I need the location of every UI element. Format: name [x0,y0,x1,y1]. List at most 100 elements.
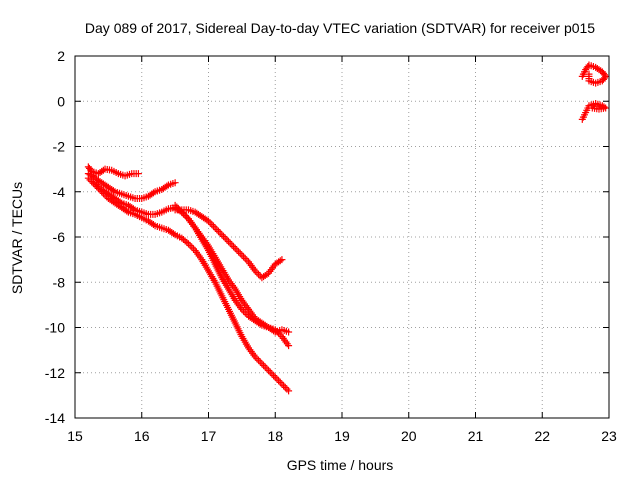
x-tick-label: 17 [201,428,217,444]
data-point [271,326,279,334]
data-point [255,356,263,364]
data-point [238,305,246,313]
data-point [225,238,233,246]
data-point [273,327,281,335]
data-point [266,368,274,376]
x-tick-label: 20 [401,428,417,444]
data-point [233,246,241,254]
data-point [236,249,244,257]
data-point [283,385,291,393]
x-tick-label: 19 [334,428,350,444]
data-point [149,189,157,197]
y-tick-label: -10 [45,320,65,336]
plot-frame [74,55,610,419]
data-point [240,253,248,261]
data-point [149,221,157,229]
data-series [171,206,286,282]
data-point [276,378,284,386]
data-point [271,373,279,381]
data-point [109,187,117,195]
data-point [238,251,246,259]
data-point [240,307,248,315]
y-tick-label: -14 [45,410,65,426]
x-tick-label: 18 [267,428,283,444]
data-point [216,229,224,237]
data-point [179,210,187,218]
data-point [258,360,266,368]
data-point [218,231,226,239]
data-point [241,254,249,262]
x-tick-label: 15 [67,428,83,444]
data-point [91,179,99,187]
data-point [278,380,286,388]
data-point [261,363,269,371]
y-tick-label: -4 [53,184,66,200]
data-point [230,243,238,251]
data-point [275,329,283,337]
data-point [588,104,596,112]
data-point [206,219,214,227]
data-point [129,205,137,213]
x-axis-label: GPS time / hours [287,457,394,473]
data-point [265,366,273,374]
data-point [281,383,289,391]
data-point [231,244,239,252]
data-point [256,358,264,366]
y-tick-label: -2 [53,139,66,155]
data-point [171,201,179,209]
data-point [134,170,142,178]
data-point [226,239,234,247]
data-point [94,182,102,190]
data-point [263,270,271,278]
x-tick-label: 21 [468,428,484,444]
data-point [260,361,268,369]
data-point [171,179,179,187]
data-point [270,372,278,380]
data-point [275,377,283,385]
x-tick-labels: 15 16 17 18 19 20 21 22 23 [67,428,617,444]
data-series [171,201,293,350]
data-points [84,61,610,395]
data-point [86,176,94,184]
data-point [223,236,231,244]
data-point [183,213,191,221]
chart-title: Day 089 of 2017, Sidereal Day-to-day VTE… [85,20,595,36]
data-point [188,243,196,251]
data-point [253,355,261,363]
data-point [241,309,249,317]
data-point [280,382,288,390]
data-point [205,217,212,225]
x-tick-label: 22 [534,428,550,444]
data-point [253,269,261,277]
data-point [251,267,259,275]
data-point [88,178,96,186]
y-tick-labels: -14 -12 -10 -8 -6 -4 -2 0 2 [45,48,65,426]
y-tick-label: -6 [53,229,66,245]
data-point [163,182,171,190]
y-tick-label: 2 [57,48,65,64]
data-point [221,234,229,242]
data-point [285,342,293,350]
data-point [123,207,131,215]
x-tick-label: 23 [601,428,617,444]
data-point [93,180,101,188]
data-point [184,240,192,248]
data-point [99,166,107,174]
data-series [578,61,610,87]
data-point [255,270,263,278]
data-point [585,70,593,78]
y-axis-label: SDTVAR / TECUs [9,182,25,294]
data-point [213,226,221,234]
data-point [285,328,293,336]
data-point [181,212,189,220]
data-point [173,203,181,211]
data-point [183,238,191,246]
data-point [251,353,259,361]
data-series [91,179,293,336]
data-point [278,256,286,264]
data-point [210,222,218,230]
y-tick-label: -12 [45,365,65,381]
data-point [243,256,251,264]
grid-lines [75,56,609,418]
